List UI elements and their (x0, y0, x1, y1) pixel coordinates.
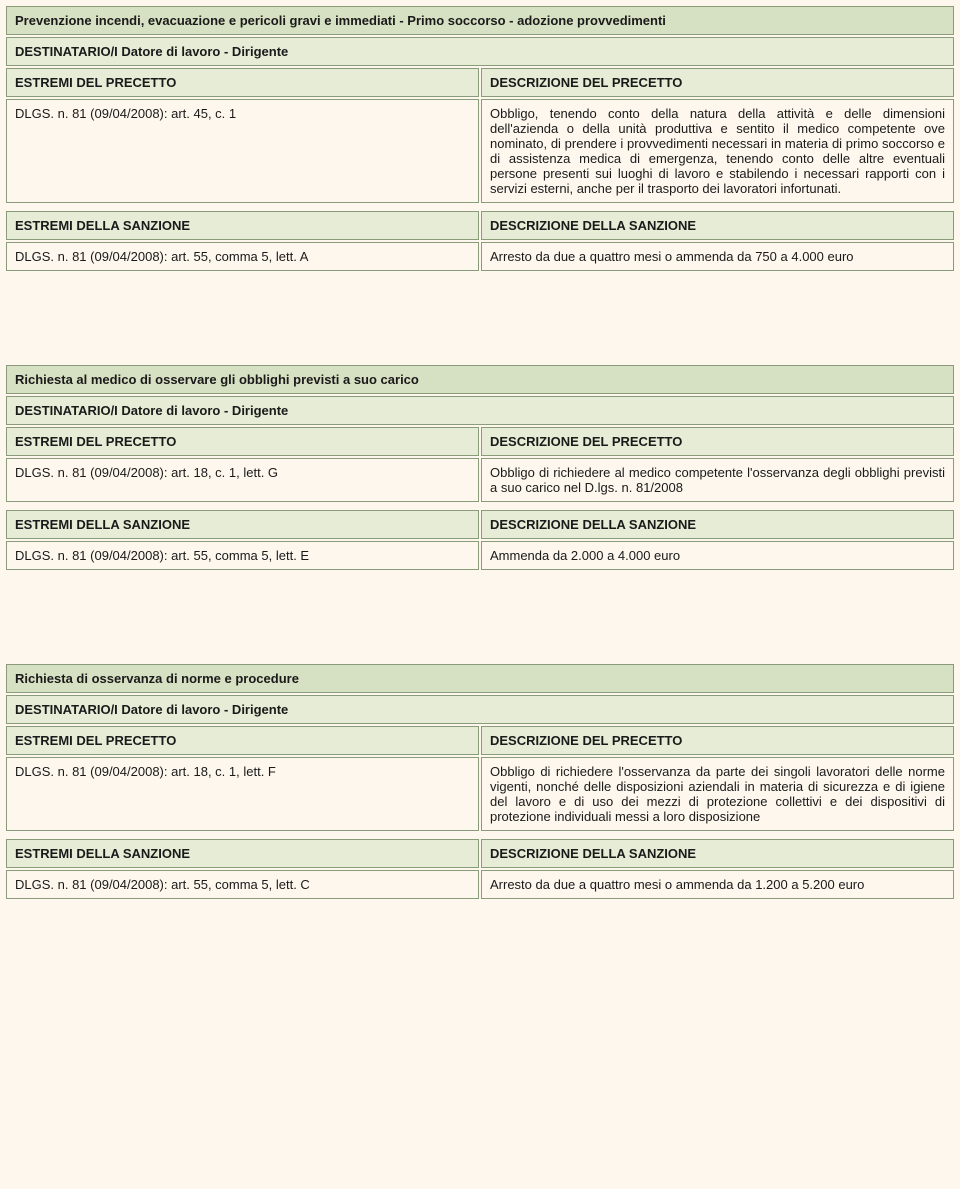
block-title: Prevenzione incendi, evacuazione e peric… (6, 6, 954, 35)
col-header-descrizione-precetto: DESCRIZIONE DEL PRECETTO (481, 726, 954, 755)
destinatario: DESTINATARIO/I Datore di lavoro - Dirige… (6, 37, 954, 66)
sanzione-table: ESTREMI DELLA SANZIONEDESCRIZIONE DELLA … (4, 837, 956, 901)
sanzione-ref: DLGS. n. 81 (09/04/2008): art. 55, comma… (6, 870, 479, 899)
regulation-block: Richiesta al medico di osservare gli obb… (4, 363, 956, 572)
destinatario: DESTINATARIO/I Datore di lavoro - Dirige… (6, 695, 954, 724)
precetto-table: Prevenzione incendi, evacuazione e peric… (4, 4, 956, 205)
col-header-descrizione-precetto: DESCRIZIONE DEL PRECETTO (481, 427, 954, 456)
col-header-descrizione-sanzione: DESCRIZIONE DELLA SANZIONE (481, 510, 954, 539)
sanzione-ref: DLGS. n. 81 (09/04/2008): art. 55, comma… (6, 541, 479, 570)
col-header-estremi-precetto: ESTREMI DEL PRECETTO (6, 726, 479, 755)
precetto-descr: Obbligo di richiedere al medico competen… (481, 458, 954, 502)
col-header-estremi-precetto: ESTREMI DEL PRECETTO (6, 427, 479, 456)
col-header-estremi-sanzione: ESTREMI DELLA SANZIONE (6, 839, 479, 868)
sanzione-descr: Ammenda da 2.000 a 4.000 euro (481, 541, 954, 570)
block-title: Richiesta al medico di osservare gli obb… (6, 365, 954, 394)
sanzione-descr: Arresto da due a quattro mesi o ammenda … (481, 242, 954, 271)
col-header-estremi-sanzione: ESTREMI DELLA SANZIONE (6, 510, 479, 539)
regulation-block: Prevenzione incendi, evacuazione e peric… (4, 4, 956, 273)
block-title: Richiesta di osservanza di norme e proce… (6, 664, 954, 693)
precetto-table: Richiesta di osservanza di norme e proce… (4, 662, 956, 833)
sanzione-ref: DLGS. n. 81 (09/04/2008): art. 55, comma… (6, 242, 479, 271)
precetto-table: Richiesta al medico di osservare gli obb… (4, 363, 956, 504)
destinatario: DESTINATARIO/I Datore di lavoro - Dirige… (6, 396, 954, 425)
sanzione-table: ESTREMI DELLA SANZIONEDESCRIZIONE DELLA … (4, 508, 956, 572)
precetto-ref: DLGS. n. 81 (09/04/2008): art. 45, c. 1 (6, 99, 479, 203)
document-root: Prevenzione incendi, evacuazione e peric… (4, 4, 956, 901)
precetto-descr: Obbligo di richiedere l'osservanza da pa… (481, 757, 954, 831)
col-header-descrizione-sanzione: DESCRIZIONE DELLA SANZIONE (481, 211, 954, 240)
precetto-ref: DLGS. n. 81 (09/04/2008): art. 18, c. 1,… (6, 757, 479, 831)
sanzione-table: ESTREMI DELLA SANZIONEDESCRIZIONE DELLA … (4, 209, 956, 273)
sanzione-descr: Arresto da due a quattro mesi o ammenda … (481, 870, 954, 899)
col-header-estremi-precetto: ESTREMI DEL PRECETTO (6, 68, 479, 97)
col-header-descrizione-sanzione: DESCRIZIONE DELLA SANZIONE (481, 839, 954, 868)
precetto-descr: Obbligo, tenendo conto della natura dell… (481, 99, 954, 203)
precetto-ref: DLGS. n. 81 (09/04/2008): art. 18, c. 1,… (6, 458, 479, 502)
col-header-descrizione-precetto: DESCRIZIONE DEL PRECETTO (481, 68, 954, 97)
regulation-block: Richiesta di osservanza di norme e proce… (4, 662, 956, 901)
col-header-estremi-sanzione: ESTREMI DELLA SANZIONE (6, 211, 479, 240)
